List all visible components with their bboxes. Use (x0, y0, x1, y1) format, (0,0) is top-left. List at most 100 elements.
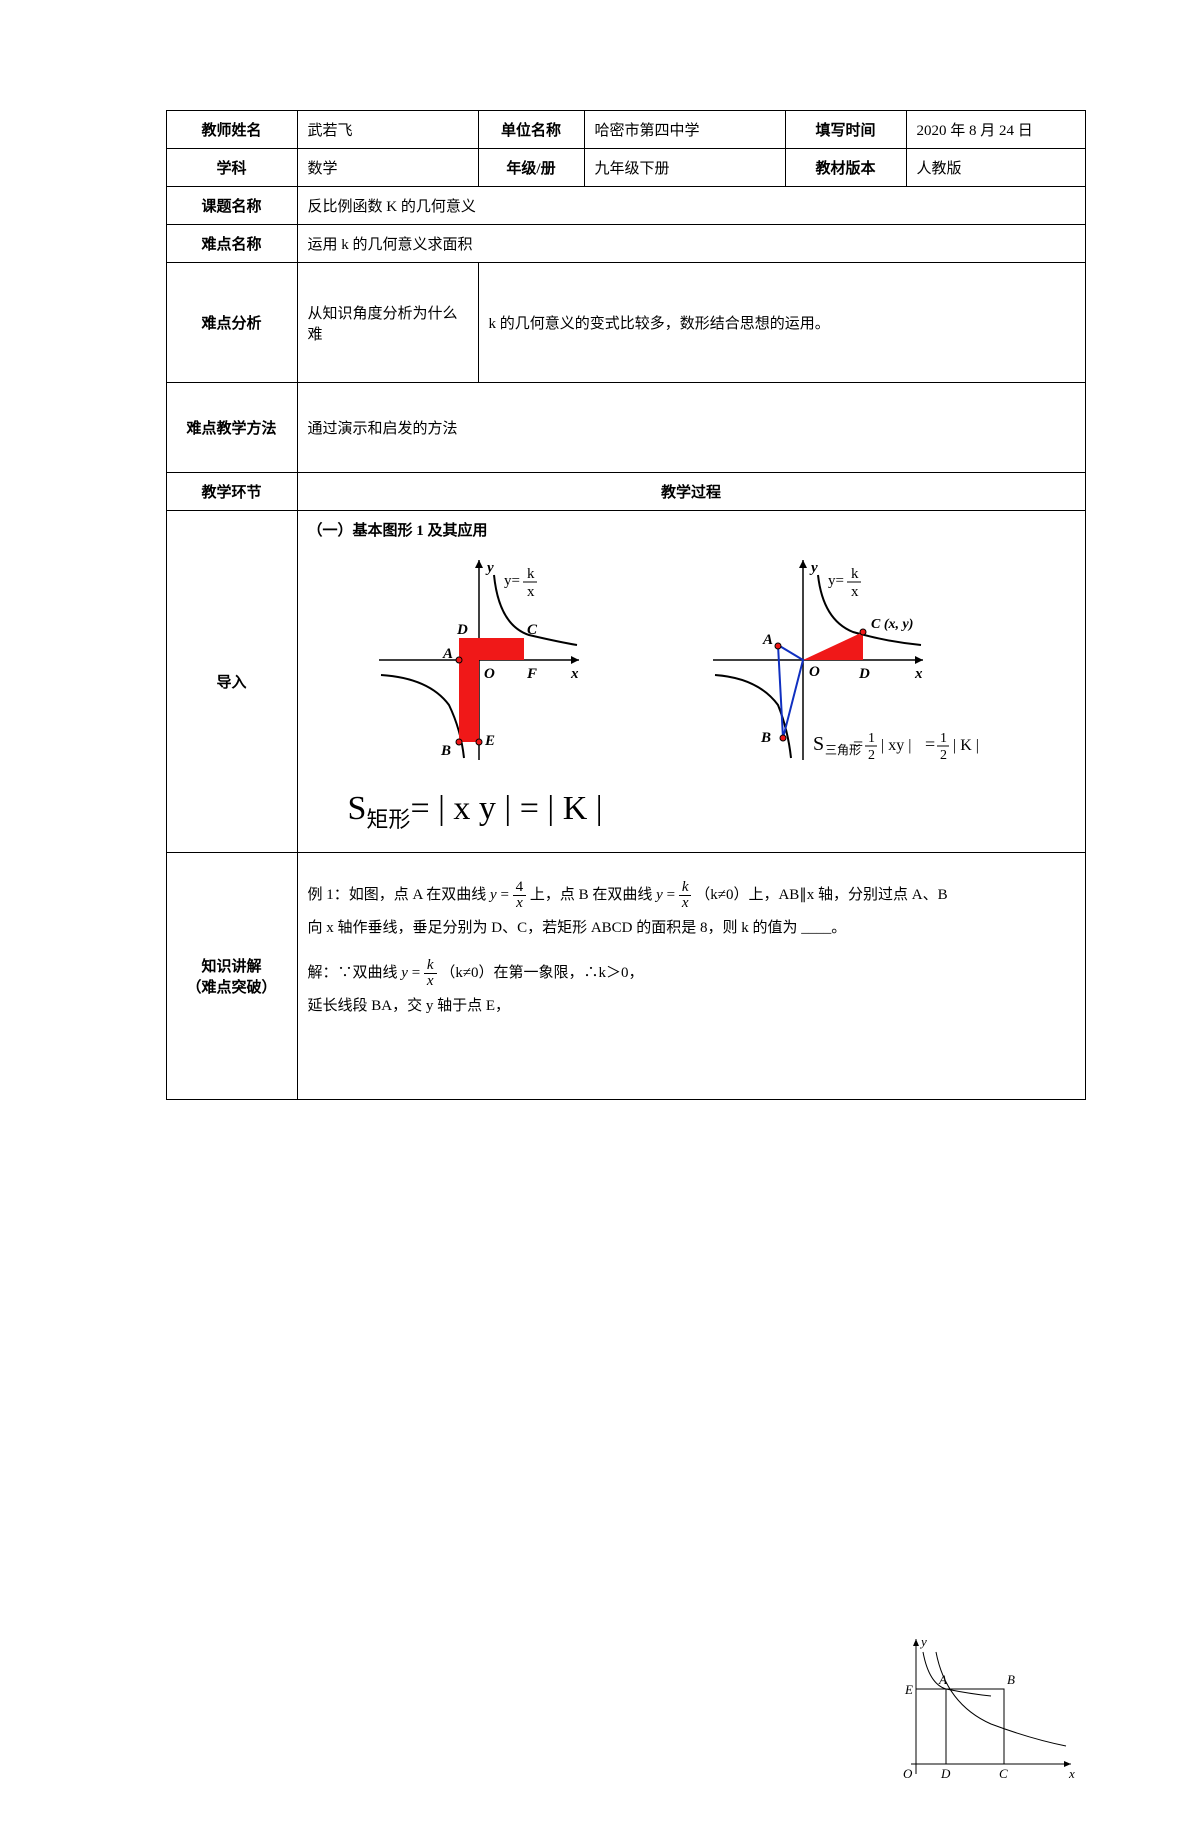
intro-heading: （一）基本图形 1 及其应用 (308, 519, 1075, 540)
d2-half-n2: 1 (940, 731, 947, 746)
label-textbook: 教材版本 (785, 149, 906, 187)
d3-C: C (999, 1766, 1008, 1781)
row-difficulty-name: 难点名称 运用 k 的几何意义求面积 (166, 225, 1085, 263)
row-section-header: 教学环节 教学过程 (166, 473, 1085, 511)
ex-p3b: （k≠0）在第一象限，∴k＞0， (440, 965, 643, 981)
lesson-plan-table: 教师姓名 武若飞 单位名称 哈密市第四中学 填写时间 2020 年 8 月 24… (166, 110, 1086, 1100)
ex-eq3y: y (401, 965, 408, 981)
d3-B: B (1007, 1672, 1015, 1687)
d1-O: O (484, 666, 495, 682)
value-textbook: 人教版 (906, 149, 1085, 187)
row-subject: 学科 数学 年级/册 九年级下册 教材版本 人教版 (166, 149, 1085, 187)
example-line4: 延长线段 BA，交 y 轴于点 E， (308, 990, 1075, 1023)
label-teacher: 教师姓名 (166, 111, 297, 149)
d2-xy: | xy | (881, 737, 911, 754)
d2-S: S (813, 733, 824, 755)
d2-C: C (x, y) (871, 617, 913, 632)
value-method: 通过演示和启发的方法 (297, 383, 1085, 473)
label-subject: 学科 (166, 149, 297, 187)
ex-eq1d: x (513, 896, 527, 911)
d2-O: O (809, 664, 820, 680)
d2-B: B (760, 730, 771, 746)
row-teacher: 教师姓名 武若飞 单位名称 哈密市第四中学 填写时间 2020 年 8 月 24… (166, 111, 1085, 149)
value-diffname: 运用 k 的几何意义求面积 (297, 225, 1085, 263)
d3-A: A (938, 1672, 947, 1687)
d2-eq-pre: y= (828, 573, 844, 589)
formula-rectangle: S矩形= | x y | = | K | (308, 770, 1075, 844)
d1-eq-num: k (527, 566, 535, 582)
d1-x: x (570, 666, 579, 682)
ex-eq3eq: = (408, 965, 424, 981)
example-line1: 例 1：如图，点 A 在双曲线 y = 4x 上，点 B 在双曲线 y = kx… (308, 879, 1075, 912)
ex-p1a: 例 1：如图，点 A 在双曲线 (308, 887, 491, 903)
ex-eq1n: 4 (513, 880, 527, 896)
label-unit: 单位名称 (478, 111, 584, 149)
d2-eq1: = (853, 734, 863, 754)
row-topic: 课题名称 反比例函数 K 的几何意义 (166, 187, 1085, 225)
ex-eq1eq: = (497, 887, 513, 903)
ex-eq3n: k (424, 958, 437, 974)
d1-E: E (484, 733, 495, 749)
example-line3: 解：∵双曲线 y = kx （k≠0）在第一象限，∴k＞0， (308, 957, 1075, 990)
ex-eq1y: y (490, 887, 497, 903)
d3-O: O (903, 1766, 913, 1781)
label-process: 教学过程 (297, 473, 1085, 511)
label-diffanalysis: 难点分析 (166, 263, 297, 383)
label-explain: 知识讲解 （难点突破） (166, 852, 297, 1099)
d1-C: C (527, 622, 538, 638)
d3-x: x (1068, 1766, 1075, 1781)
value-diffanalysis: k 的几何意义的变式比较多，数形结合思想的运用。 (478, 263, 1085, 383)
label-intro: 导入 (166, 511, 297, 853)
d2-eq2: = (925, 734, 935, 754)
label-explain-1: 知识讲解 (177, 955, 287, 976)
d1-A: A (442, 646, 453, 662)
row-teaching-method: 难点教学方法 通过演示和启发的方法 (166, 383, 1085, 473)
example-content: 例 1：如图，点 A 在双曲线 y = 4x 上，点 B 在双曲线 y = kx… (297, 852, 1085, 1099)
d2-eq-num: k (851, 566, 859, 582)
ex-eq2d: x (679, 896, 692, 911)
value-grade: 九年级下册 (584, 149, 785, 187)
d2-half-d: 2 (868, 748, 875, 763)
ex-p3a: 解：∵双曲线 (308, 965, 402, 981)
row-explanation: 知识讲解 （难点突破） 例 1：如图，点 A 在双曲线 y = 4x 上，点 B… (166, 852, 1085, 1099)
frect-S: S (348, 790, 367, 827)
value-topic: 反比例函数 K 的几何意义 (297, 187, 1085, 225)
ex-eq2y: y (656, 887, 663, 903)
intro-content: （一）基本图形 1 及其应用 y x O (297, 511, 1085, 853)
d1-eq-den: x (527, 584, 535, 600)
d2-half-n: 1 (868, 731, 875, 746)
d3-D: D (940, 1766, 951, 1781)
d3-y: y (919, 1634, 927, 1649)
d1-F: F (526, 666, 537, 682)
d2-D: D (858, 666, 870, 682)
label-date: 填写时间 (785, 111, 906, 149)
label-diffname: 难点名称 (166, 225, 297, 263)
d1-y: y (485, 560, 494, 576)
value-subject: 数学 (297, 149, 478, 187)
d2-eq-den: x (851, 584, 859, 600)
label-explain-2: （难点突破） (177, 976, 287, 997)
frect-sub: 矩形 (366, 807, 410, 832)
d1-eq-pre: y= (504, 573, 520, 589)
label-stage: 教学环节 (166, 473, 297, 511)
label-method: 难点教学方法 (166, 383, 297, 473)
value-teacher: 武若飞 (297, 111, 478, 149)
ex-eq2eq: = (663, 887, 679, 903)
label-grade: 年级/册 (478, 149, 584, 187)
d3-E: E (904, 1682, 913, 1697)
diagram-rectangle: y x O A D C F (359, 550, 599, 770)
example-line2: 向 x 轴作垂线，垂足分别为 D、C，若矩形 ABCD 的面积是 8，则 k 的… (308, 912, 1075, 945)
frect-eq: = | x y | = | K | (410, 790, 602, 827)
row-intro: 导入 （一）基本图形 1 及其应用 y x O (166, 511, 1085, 853)
d2-K: | K | (953, 737, 979, 754)
sub-diffanalysis: 从知识角度分析为什么难 (297, 263, 478, 383)
value-unit: 哈密市第四中学 (584, 111, 785, 149)
d2-half-d2: 2 (940, 748, 947, 763)
diagram-triangle: y x O A B C (x, y) (703, 550, 1023, 770)
ex-p1c: （k≠0）上，AB∥x 轴，分别过点 A、B (695, 887, 947, 903)
row-difficulty-analysis: 难点分析 从知识角度分析为什么难 k 的几何意义的变式比较多，数形结合思想的运用… (166, 263, 1085, 383)
d2-A: A (762, 632, 773, 648)
d1-D: D (456, 622, 468, 638)
diagram-example: y x O E A B D C (891, 1634, 1081, 1784)
ex-eq2n: k (679, 880, 692, 896)
